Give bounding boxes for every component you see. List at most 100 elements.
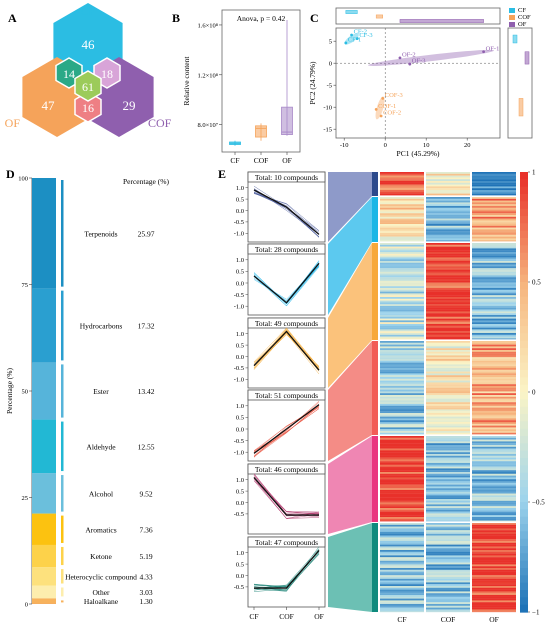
heatmap-cell	[426, 284, 470, 287]
heatmap-cell	[426, 190, 470, 192]
cluster-color-bar	[372, 172, 378, 196]
venn-center	[74, 70, 102, 102]
heatmap-cell	[472, 202, 516, 205]
y-tick-label: 0.0	[236, 354, 244, 361]
y-tick-label: 1.6×10⁸	[197, 22, 218, 29]
heatmap-cell	[472, 491, 516, 494]
heatmap-cell	[426, 207, 470, 210]
heatmap-cell	[380, 362, 424, 365]
y-tick-label: 50	[22, 389, 29, 396]
y-tick-label: 0.0	[236, 500, 244, 507]
heatmap-cell	[380, 445, 424, 447]
heatmap-cell	[426, 250, 470, 253]
heatmap-cell	[472, 234, 516, 237]
heatmap-cell	[426, 280, 470, 283]
heatmap-cell	[426, 252, 470, 254]
heatmap-cell	[472, 229, 516, 232]
heatmap-cell	[426, 535, 470, 538]
stacked-segment	[32, 178, 56, 289]
heatmap-cell	[380, 348, 424, 351]
colorbar-tick-label: 0.5	[532, 279, 541, 287]
heatmap-cell	[426, 198, 470, 201]
panel-label-b: B	[172, 11, 180, 25]
cluster-mean-line	[253, 476, 319, 516]
heatmap-cell	[472, 405, 516, 408]
heatmap-cell	[380, 190, 424, 192]
y-tick-label: 75	[22, 282, 29, 289]
heatmap-cell	[426, 518, 470, 521]
category-label: Hydrocarbons	[80, 322, 123, 331]
cluster-member-line	[253, 332, 320, 375]
heatmap-cell	[426, 607, 470, 610]
heatmap-cell	[380, 280, 424, 283]
x-tick-label: OF	[314, 612, 324, 621]
heatmap-cell	[426, 443, 470, 446]
y-tick-label: 1.0	[236, 185, 244, 192]
heatmap-cell	[426, 509, 470, 512]
heatmap-cell	[426, 380, 470, 383]
heatmap-cell	[380, 325, 424, 328]
heatmap-cell	[426, 439, 470, 442]
y-tick-label: -0.5	[234, 438, 244, 445]
heatmap-cell	[472, 359, 516, 361]
cluster-member-line	[253, 329, 320, 369]
heatmap-column-label: COF	[441, 615, 456, 624]
heatmap-cluster-gap	[378, 434, 518, 437]
heatmap-cell	[380, 344, 424, 347]
heatmap-cell	[472, 466, 516, 469]
heatmap-cell	[472, 387, 516, 390]
heatmap-cell	[472, 605, 516, 608]
heatmap-cell	[380, 418, 424, 421]
heatmap-cell	[380, 253, 424, 256]
heatmap-cell	[472, 541, 516, 543]
heatmap-cell	[380, 288, 424, 290]
point-label: OF-3	[412, 58, 426, 65]
heatmap-cell	[426, 541, 470, 543]
y-axis-label: PC2 (24.79%)	[308, 61, 317, 104]
value-label: 5.19	[139, 552, 152, 561]
heatmap-cell	[426, 457, 470, 460]
heatmap-cell	[472, 569, 516, 572]
heatmap-cell	[426, 191, 470, 194]
data-point	[408, 62, 412, 66]
heatmap-cell	[472, 209, 516, 212]
heatmap-cell	[426, 215, 470, 217]
heatmap-cell	[380, 315, 424, 317]
heatmap-cell	[380, 564, 424, 567]
colorbar-step	[520, 406, 528, 415]
y-tick-label: 0	[329, 61, 332, 68]
heatmap-cell	[472, 420, 516, 423]
heatmap-cell	[426, 318, 470, 321]
heatmap-cell	[426, 405, 470, 408]
heatmap-cell	[426, 279, 470, 281]
heatmap-cell	[472, 333, 516, 335]
heatmap-cell	[380, 380, 424, 383]
y-tick-label: 1.0	[236, 550, 244, 557]
x-tick-label: CF	[230, 156, 239, 165]
heatmap-cell	[472, 261, 516, 263]
heatmap-cell	[426, 528, 470, 531]
cluster-mean-line	[253, 330, 320, 371]
heatmap-cell	[380, 513, 424, 516]
heatmap-cell	[472, 264, 516, 267]
heatmap-cell	[380, 229, 424, 232]
heatmap-cell	[380, 488, 424, 491]
heatmap-cell	[472, 271, 516, 274]
heatmap-cell	[380, 611, 424, 613]
colorbar-step	[520, 553, 528, 562]
heatmap-cell	[472, 598, 516, 601]
heatmap-cell	[426, 362, 470, 365]
heatmap-cell	[426, 562, 470, 565]
heatmap-cell	[380, 257, 424, 260]
heatmap-cell	[426, 353, 470, 356]
colorbar-step	[520, 421, 528, 430]
heatmap-cell	[426, 300, 470, 303]
heatmap-cell	[472, 280, 516, 283]
heatmap-cell	[380, 560, 424, 563]
heatmap-cell	[472, 502, 516, 505]
colorbar-tick-label: 1	[532, 169, 536, 177]
y-tick-label: -1.0	[234, 377, 244, 384]
heatmap-cell	[380, 413, 424, 415]
heatmap-cell	[380, 459, 424, 462]
